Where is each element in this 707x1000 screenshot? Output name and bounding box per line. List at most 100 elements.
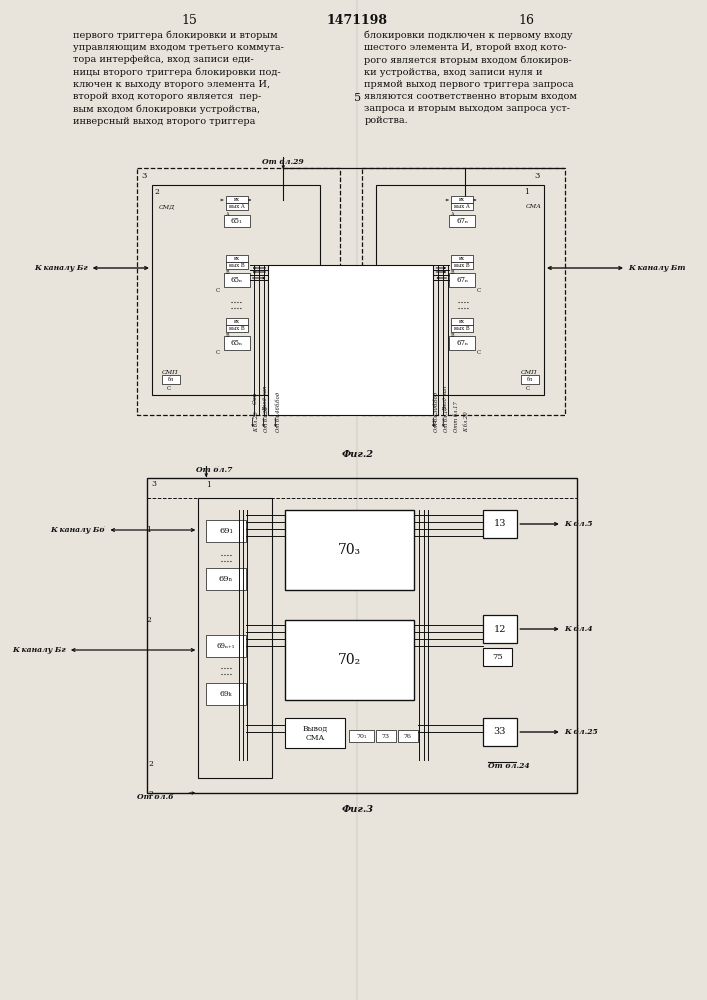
Text: 67ₙ: 67ₙ	[456, 339, 468, 347]
Text: Ввод зап: Ввод зап	[264, 385, 269, 411]
Text: СМП: СМП	[162, 369, 178, 374]
Text: 69ₙ₊₁: 69ₙ₊₁	[217, 642, 235, 650]
Bar	[451, 196, 473, 203]
Text: Отт бл.17: Отт бл.17	[454, 401, 459, 432]
Bar	[398, 730, 418, 742]
Bar	[285, 718, 344, 748]
Bar	[376, 730, 396, 742]
Bar	[362, 168, 565, 415]
Text: 33: 33	[493, 728, 506, 736]
Text: 3: 3	[151, 480, 156, 488]
Bar	[451, 262, 473, 269]
Bar	[483, 510, 518, 538]
Text: А: А	[451, 212, 455, 217]
Bar	[449, 215, 475, 227]
Text: В: В	[226, 333, 230, 338]
Text: От бл.46: От бл.46	[276, 406, 281, 432]
Text: 1: 1	[146, 526, 151, 534]
Text: От бл.24: От бл.24	[488, 762, 530, 770]
Text: Смп: Смп	[252, 392, 257, 404]
Text: блокировки подключен к первому входу
шестого элемента И, второй вход кото-
рого : блокировки подключен к первому входу шес…	[364, 30, 577, 125]
Text: К каналу Бт: К каналу Бт	[628, 264, 686, 272]
Bar	[137, 168, 339, 415]
Text: вх: вх	[459, 197, 465, 202]
Text: 2: 2	[148, 760, 153, 768]
Bar	[451, 203, 473, 210]
Text: вых А: вых А	[229, 204, 245, 209]
Bar	[199, 498, 272, 778]
Bar	[206, 683, 246, 705]
Bar	[483, 648, 513, 666]
Text: 70₂: 70₂	[338, 653, 361, 667]
Bar	[206, 520, 246, 542]
Text: 65ₙ: 65ₙ	[231, 276, 243, 284]
Text: В: В	[451, 333, 455, 338]
Bar	[285, 510, 414, 590]
Text: 5: 5	[354, 93, 361, 103]
Text: С: С	[526, 385, 530, 390]
Text: 1: 1	[206, 481, 211, 489]
Text: К бл.25: К бл.25	[563, 728, 597, 736]
Text: вых В: вых В	[454, 326, 470, 331]
Text: 15: 15	[182, 14, 197, 27]
Bar	[226, 325, 247, 332]
Bar	[224, 273, 250, 287]
Text: вх: вх	[459, 256, 465, 261]
Text: С: С	[216, 351, 220, 356]
Bar	[285, 620, 414, 700]
Bar	[224, 215, 250, 227]
Text: 75: 75	[492, 653, 503, 661]
Bar	[449, 336, 475, 350]
Text: вых А: вых А	[454, 204, 470, 209]
Text: С: С	[477, 288, 481, 292]
Text: С: С	[216, 288, 220, 292]
Bar	[226, 196, 247, 203]
Text: К бл.4: К бл.4	[563, 625, 592, 633]
Bar	[451, 318, 473, 325]
Text: 2: 2	[148, 790, 153, 798]
Text: От бл.29: От бл.29	[262, 158, 303, 166]
Text: Фиг.3: Фиг.3	[341, 805, 373, 814]
Text: б.бод: б.бод	[275, 390, 281, 406]
Text: 1: 1	[525, 188, 530, 196]
Text: 3: 3	[534, 172, 540, 180]
Text: К бл.20: К бл.20	[464, 411, 469, 432]
Bar	[226, 203, 247, 210]
Text: вх: вх	[234, 319, 240, 324]
Text: 70₁: 70₁	[356, 734, 367, 738]
Text: В: В	[226, 270, 230, 275]
Bar	[226, 318, 247, 325]
Text: 13: 13	[493, 520, 506, 528]
Text: 67ₙ: 67ₙ	[456, 217, 468, 225]
Text: 69₁: 69₁	[219, 527, 233, 535]
Text: К бл.5: К бл.5	[563, 520, 592, 528]
Text: С: С	[477, 351, 481, 356]
Bar	[376, 185, 544, 395]
Text: 2: 2	[431, 420, 436, 428]
Text: вых В: вых В	[229, 326, 245, 331]
Text: 2: 2	[155, 188, 160, 196]
Text: 3: 3	[141, 172, 146, 180]
Bar	[224, 336, 250, 350]
Bar	[162, 375, 180, 384]
Text: СМП: СМП	[520, 369, 537, 374]
Text: 69ₖ: 69ₖ	[220, 690, 232, 698]
Bar	[226, 262, 247, 269]
Bar	[449, 273, 475, 287]
Bar	[451, 325, 473, 332]
Text: 65₁: 65₁	[231, 217, 243, 225]
Text: Вывод
СМА: Вывод СМА	[303, 724, 327, 742]
Text: 1471198: 1471198	[327, 14, 388, 27]
Text: вых В: вых В	[454, 263, 470, 268]
Text: 12: 12	[493, 624, 506, 634]
Text: вых В: вых В	[229, 263, 245, 268]
Bar	[147, 478, 577, 793]
Text: От бл.7: От бл.7	[197, 466, 233, 474]
Text: А: А	[226, 212, 230, 217]
Bar	[206, 635, 246, 657]
Text: От бл.6: От бл.6	[136, 793, 173, 801]
Text: 2: 2	[146, 616, 151, 624]
Text: К каналу Бг: К каналу Бг	[12, 646, 66, 654]
Text: С: С	[167, 385, 171, 390]
Text: К каналу Бг: К каналу Бг	[34, 264, 88, 272]
